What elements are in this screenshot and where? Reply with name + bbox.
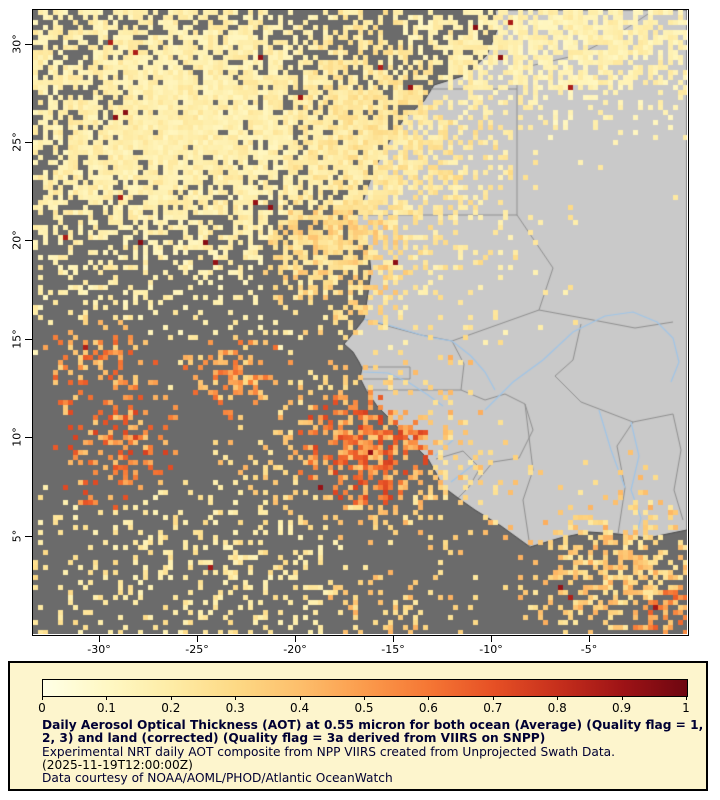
y-axis-tick <box>25 437 32 438</box>
colorbar-tick-label: 0.3 <box>225 701 245 715</box>
legend-credit: Data courtesy of NOAA/AOML/PHOD/Atlantic… <box>42 771 393 786</box>
colorbar-tick-label: 0.6 <box>418 701 438 715</box>
legend-timestamp: (2025-11-19T12:00:00Z) <box>42 757 193 772</box>
colorbar-tick-label: 0.8 <box>547 701 567 715</box>
y-axis-tick <box>25 339 32 340</box>
x-axis-label: -10° <box>479 643 503 656</box>
colorbar-tick-label: 0 <box>38 701 46 715</box>
colorbar-tick <box>492 696 494 700</box>
y-axis-label: 10° <box>10 427 24 447</box>
legend-panel: 0 0.1 0.2 0.3 0.4 0.5 0.6 0.7 0.8 0.9 1 Daily Aero… <box>8 661 708 791</box>
colorbar-tick-label: 0.2 <box>161 701 181 715</box>
x-axis-label: -5° <box>580 643 598 656</box>
colorbar-tick <box>686 696 687 700</box>
colorbar-tick <box>557 696 559 700</box>
colorbar-tick-label: 0.9 <box>612 701 632 715</box>
legend-text: Daily Aerosol Optical Thickness (AOT) at… <box>42 718 704 786</box>
x-axis-tick <box>99 635 100 642</box>
y-axis-tick <box>25 536 32 537</box>
y-axis-label: 30° <box>10 34 24 54</box>
x-axis-label: -20° <box>283 643 307 656</box>
y-axis-tick <box>25 44 32 45</box>
x-axis-tick <box>393 635 394 642</box>
y-axis-label: 20° <box>10 230 24 250</box>
x-axis-label: -15° <box>381 643 405 656</box>
colorbar-tick <box>42 696 43 700</box>
y-axis-label: 15° <box>10 329 24 349</box>
y-axis-tick <box>25 142 32 143</box>
map-canvas <box>33 10 687 634</box>
colorbar <box>42 679 688 697</box>
y-axis-label: 25° <box>10 132 24 152</box>
colorbar-tick <box>170 696 172 700</box>
x-axis-label: -30° <box>87 643 111 656</box>
x-axis-label: -25° <box>185 643 209 656</box>
colorbar-tick <box>428 696 430 700</box>
legend-title-line1: Daily Aerosol Optical Thickness (AOT) at… <box>42 718 704 732</box>
legend-title-line2: 2, 3) and land (corrected) (Quality flag… <box>42 731 546 746</box>
x-axis-tick <box>197 635 198 642</box>
colorbar-tick <box>299 696 301 700</box>
colorbar-tick-label: 0.4 <box>290 701 310 715</box>
colorbar-tick <box>106 696 108 700</box>
colorbar-tick <box>364 696 365 700</box>
x-axis-tick <box>589 635 590 642</box>
colorbar-tick-label: 0.7 <box>483 701 503 715</box>
legend-subtitle: Experimental NRT daily AOT composite fro… <box>42 744 616 759</box>
y-axis-label: 5° <box>10 529 24 543</box>
colorbar-tick <box>235 696 237 700</box>
y-axis-tick <box>25 240 32 241</box>
colorbar-tick-label: 0.5 <box>354 701 374 715</box>
x-axis-tick <box>491 635 492 642</box>
colorbar-tick-label: 0.1 <box>96 701 116 715</box>
colorbar-tick-label: 1 <box>682 701 690 715</box>
x-axis-tick <box>295 635 296 642</box>
colorbar-tick <box>621 696 623 700</box>
